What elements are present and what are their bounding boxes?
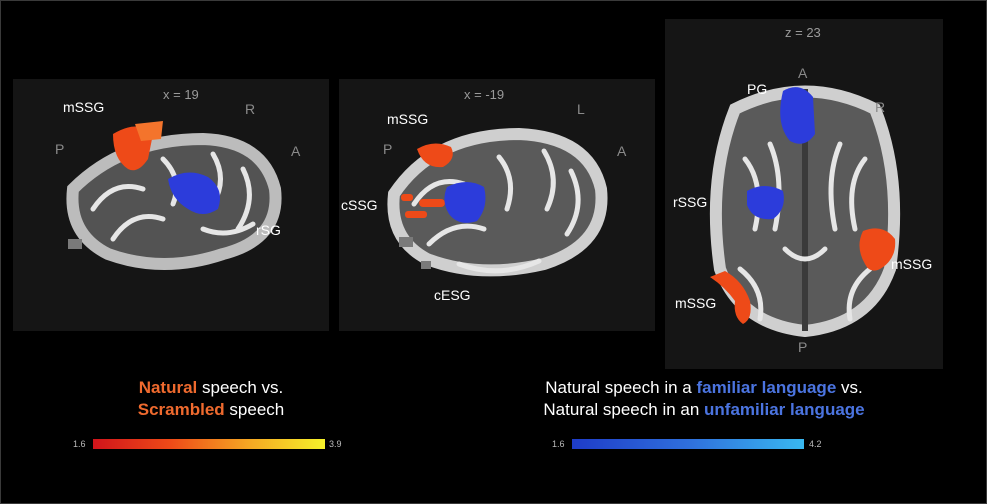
legend-line-2: Natural speech in an unfamiliar language (469, 399, 939, 421)
direction-right: R (875, 99, 886, 115)
region-label-cssg: cSSG (341, 197, 378, 213)
direction-top: A (798, 65, 808, 81)
legend-text: speech (224, 400, 285, 419)
direction-left: P (55, 141, 65, 157)
slice-coordinate: z = 23 (785, 25, 821, 40)
brain-slice-image (387, 127, 608, 277)
direction-right: A (617, 143, 627, 159)
direction-bottom: P (798, 339, 808, 355)
colorbar-blue (572, 439, 804, 449)
slice-coordinate: x = -19 (464, 87, 505, 102)
slice-coordinate: x = 19 (163, 87, 199, 102)
brain-panel-axial: z = 23 A R P PG rSSG mSSG mSSG (665, 19, 943, 369)
legend-line-1: Natural speech in a familiar language vs… (469, 377, 939, 399)
legend-natural-vs-scrambled: Natural speech vs. Scrambled speech (91, 377, 331, 421)
direction-top: L (577, 101, 585, 117)
brain-panel-sagittal-right: x = 19 R P A mSSG rSG (13, 79, 329, 331)
region-label-mssg-left: mSSG (675, 295, 717, 311)
brain-slice-image (709, 85, 901, 338)
direction-left: P (383, 141, 393, 157)
legend-text: Natural speech in a (545, 378, 697, 397)
brain-slice-image (66, 121, 282, 270)
direction-right: A (291, 143, 301, 159)
legend-highlight-familiar: familiar language (696, 378, 837, 397)
region-label-rsg: rSG (256, 222, 281, 238)
legend-familiar-vs-unfamiliar: Natural speech in a familiar language vs… (469, 377, 939, 421)
region-label-mssg: mSSG (387, 111, 429, 127)
colorbar-max-label: 3.9 (329, 439, 342, 449)
direction-top: R (245, 101, 256, 117)
region-label-rssg: rSSG (673, 194, 708, 210)
colorbar-red-yellow (93, 439, 325, 449)
brain-panel-sagittal-left: x = -19 L P A mSSG cSSG cESG (339, 79, 655, 331)
legend-text: speech vs. (197, 378, 284, 397)
legend-line-1: Natural speech vs. (91, 377, 331, 399)
region-label-mssg: mSSG (63, 99, 105, 115)
colorbar-max-label: 4.2 (809, 439, 822, 449)
region-label-pg: PG (747, 81, 768, 97)
region-label-cesg: cESG (434, 287, 471, 303)
legend-highlight-unfamiliar: unfamiliar language (704, 400, 865, 419)
legend-line-2: Scrambled speech (91, 399, 331, 421)
colorbar-min-label: 1.6 (73, 439, 86, 449)
legend-text: vs. (836, 378, 863, 397)
legend-highlight-scrambled: Scrambled (137, 400, 225, 419)
region-label-mssg-right: mSSG (891, 256, 933, 272)
legend-highlight-natural: Natural (138, 378, 198, 397)
colorbar-min-label: 1.6 (552, 439, 565, 449)
legend-text: Natural speech in an (543, 400, 705, 419)
